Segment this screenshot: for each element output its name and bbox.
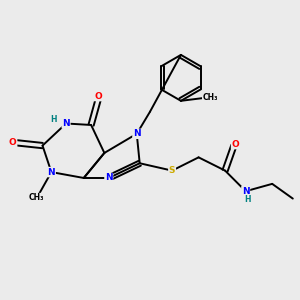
Text: N: N — [62, 119, 70, 128]
Text: N: N — [242, 187, 250, 196]
Text: CH₃: CH₃ — [202, 93, 218, 102]
Text: N: N — [105, 173, 112, 182]
Text: O: O — [232, 140, 239, 148]
Text: O: O — [9, 138, 17, 147]
Text: O: O — [94, 92, 102, 100]
Text: N: N — [47, 168, 55, 177]
Text: H: H — [244, 195, 250, 204]
Text: N: N — [133, 129, 141, 138]
Text: H: H — [50, 116, 57, 124]
Text: CH₃: CH₃ — [29, 194, 44, 202]
Text: S: S — [169, 166, 175, 175]
